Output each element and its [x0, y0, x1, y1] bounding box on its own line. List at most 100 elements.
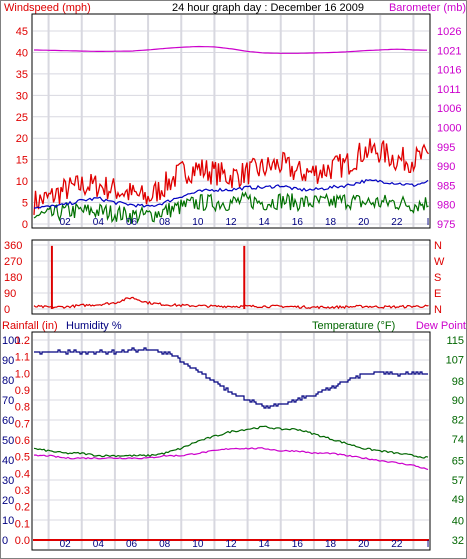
temperature-panel-frame	[31, 331, 431, 551]
rain-tick-label: 0.6	[15, 435, 30, 447]
chart-title: 24 hour graph day : December 16 2009	[172, 2, 364, 14]
wind-x-tick-label: 06	[126, 217, 138, 228]
temperature-tick-label: 49	[452, 494, 464, 506]
series-wind-low	[33, 191, 429, 225]
temperature-tick-label: 90	[452, 395, 464, 407]
compass-tick-label: N	[434, 304, 442, 316]
barometer-tick-label: 1016	[437, 65, 461, 77]
compass-tick-label: W	[434, 256, 445, 268]
direction-tick-label: 180	[4, 272, 22, 284]
series-wind-direction	[33, 296, 429, 310]
direction-tick-label: 360	[4, 240, 22, 252]
wind-x-tick-label: 22	[391, 217, 403, 228]
wind-x-tick-label: 14	[259, 217, 271, 228]
temperature-x-tick-label: 14	[259, 539, 271, 550]
barometer-tick-label: 975	[437, 219, 455, 231]
series-dewpoint	[33, 447, 429, 471]
barometer-tick-label: 985	[437, 180, 455, 192]
wind-x-tick-label: 04	[93, 217, 105, 228]
wind-plot	[33, 45, 430, 225]
rain-tick-label: 1.1	[15, 352, 30, 364]
barometer-axis-label: Barometer (mb)	[389, 2, 466, 14]
wind-panel-frame	[31, 13, 431, 229]
wind-x-tick-label: 16	[292, 217, 304, 228]
wind-tick-label: 10	[16, 176, 28, 188]
wind-tick-label: 0	[22, 219, 28, 231]
temperature-x-tick-label: 04	[93, 539, 105, 550]
barometer-tick-label: 1006	[437, 103, 461, 115]
rain-tick-label: 0.9	[15, 385, 30, 397]
direction-tick-label: 270	[4, 256, 22, 268]
barometer-tick-label: 990	[437, 161, 455, 173]
axis-tick-labels: 0510152025303540459759809859909951000100…	[2, 26, 464, 550]
wind-tick-label: 5	[22, 198, 28, 210]
humidity-tick-label: 30	[2, 475, 14, 487]
temperature-x-tick-label: 06	[126, 539, 138, 550]
rain-tick-label: 0.4	[15, 468, 30, 480]
wind-x-tick-label: 20	[358, 217, 370, 228]
humidity-tick-label: 70	[2, 395, 14, 407]
temperature-tick-label: 115	[446, 335, 464, 347]
temperature-tick-label: 74	[452, 434, 464, 446]
temperature-tick-label: 98	[452, 376, 464, 388]
wind-tick-label: 20	[16, 133, 28, 145]
humidity-tick-label: 10	[2, 515, 14, 527]
wind-axis-label: Windspeed (mph)	[4, 2, 91, 14]
temperature-x-tick-label: I	[427, 539, 430, 550]
humidity-axis-label: Humidity %	[66, 320, 122, 332]
rain-tick-label: 0.1	[15, 518, 30, 530]
barometer-tick-label: 1021	[437, 45, 461, 57]
compass-tick-label: E	[434, 288, 441, 300]
series-barometer	[34, 45, 427, 54]
dewpoint-axis-label: Dew Point	[416, 320, 466, 332]
temperature-tick-label: 107	[446, 354, 464, 366]
humidity-tick-label: 100	[2, 335, 20, 347]
humidity-tick-label: 90	[2, 355, 14, 367]
temperature-x-tick-label: 02	[60, 539, 72, 550]
wind-x-tick-label: 18	[325, 217, 337, 228]
temperature-x-tick-label: 08	[159, 539, 171, 550]
temperature-tick-label: 65	[452, 455, 464, 467]
rain-tick-label: 1.0	[15, 368, 30, 380]
series-temperature	[33, 425, 429, 459]
wind-tick-label: 40	[16, 47, 28, 59]
wind-x-tick-label: 12	[225, 217, 237, 228]
series-wind-average	[33, 178, 429, 209]
temperature-x-tick-label: 16	[292, 539, 304, 550]
temperature-x-tick-label: 12	[225, 539, 237, 550]
wind-tick-label: 25	[16, 112, 28, 124]
temperature-x-tick-label: 10	[192, 539, 204, 550]
barometer-tick-label: 1026	[437, 26, 461, 38]
compass-tick-label: S	[434, 272, 441, 284]
wind-tick-label: 35	[16, 69, 28, 81]
temperature-x-tick-label: 22	[391, 539, 403, 550]
rain-tick-label: 1.2	[15, 335, 30, 347]
wind-tick-label: 30	[16, 90, 28, 102]
direction-tick-label: 0	[4, 304, 10, 316]
humidity-tick-label: 20	[2, 495, 14, 507]
wind-x-tick-label: I	[427, 217, 430, 228]
temperature-axis-label: Temperature (°F)	[312, 320, 395, 332]
rain-tick-label: 0.7	[15, 418, 30, 430]
temperature-tick-label: 32	[452, 535, 464, 547]
temperature-x-tick-label: 20	[358, 539, 370, 550]
wind-x-tick-label: 08	[159, 217, 171, 228]
direction-grid	[33, 241, 429, 313]
wind-x-tick-label: 02	[60, 217, 72, 228]
humidity-tick-label: 0	[2, 535, 8, 547]
direction-tick-label: 90	[4, 288, 16, 300]
humidity-tick-label: 80	[2, 375, 14, 387]
barometer-tick-label: 980	[437, 200, 455, 212]
temperature-plot	[33, 347, 429, 541]
rain-tick-label: 0.0	[15, 535, 30, 547]
humidity-tick-label: 50	[2, 435, 14, 447]
wind-tick-label: 45	[16, 26, 28, 38]
barometer-tick-label: 995	[437, 142, 455, 154]
series-windspeed	[33, 138, 430, 215]
humidity-tick-label: 60	[2, 415, 14, 427]
temperature-tick-label: 57	[452, 475, 464, 487]
wind-tick-label: 15	[16, 155, 28, 167]
humidity-tick-label: 40	[2, 455, 14, 467]
rainfall-axis-label: Rainfall (in)	[2, 320, 58, 332]
